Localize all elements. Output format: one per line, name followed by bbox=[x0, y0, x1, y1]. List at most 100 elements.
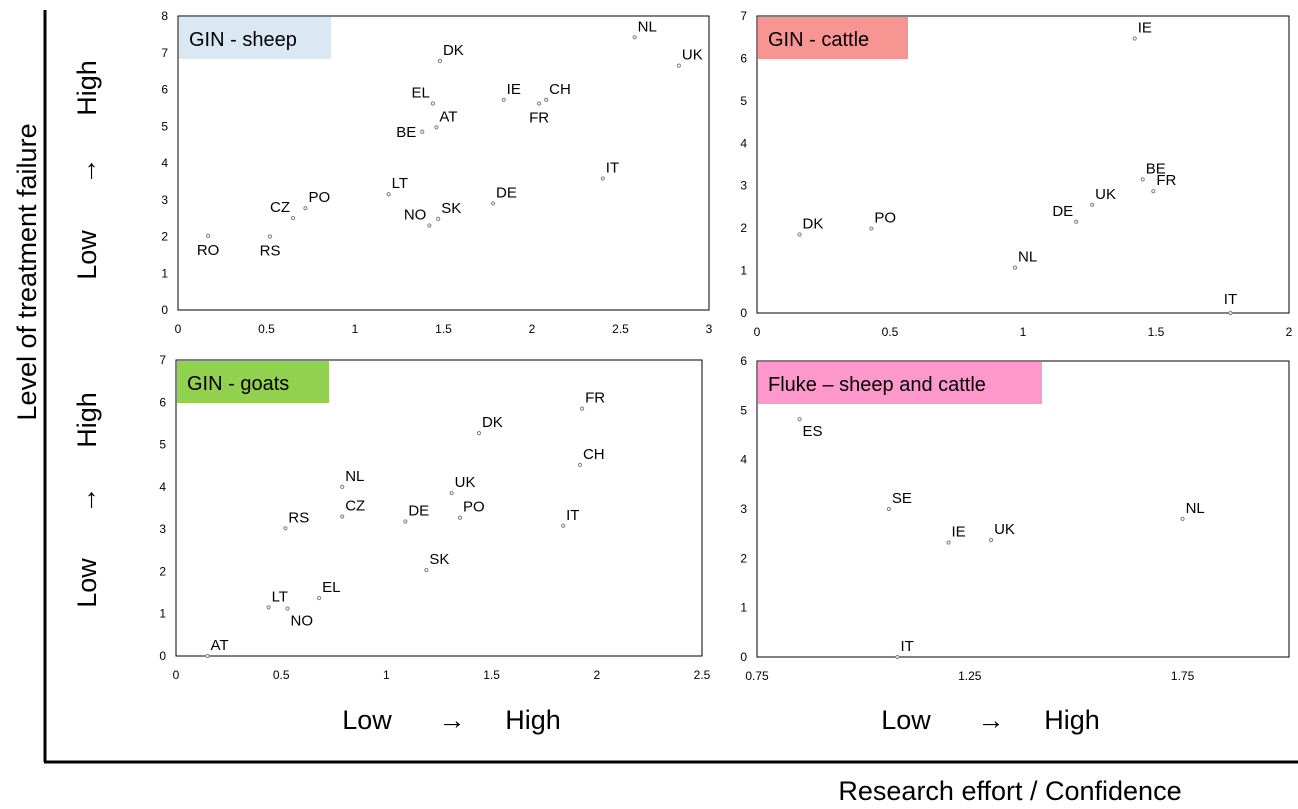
y-tick-label: 1 bbox=[740, 601, 747, 615]
y-tick-label: 1 bbox=[161, 266, 168, 280]
left-bottom-low: Low bbox=[72, 558, 102, 608]
data-label-it: IT bbox=[1224, 291, 1237, 308]
data-point-po bbox=[869, 226, 874, 231]
panel-label-gin-goats: GIN - goats bbox=[187, 373, 289, 395]
x-tick-label: 0 bbox=[754, 325, 761, 339]
data-label-it: IT bbox=[566, 507, 579, 524]
data-point-ie bbox=[1132, 36, 1137, 41]
data-point-be bbox=[420, 129, 425, 134]
x-tick-label: 0.5 bbox=[258, 322, 275, 336]
data-point-de bbox=[1074, 219, 1079, 224]
y-tick-label: 4 bbox=[159, 480, 166, 494]
y-tick-label: 1 bbox=[740, 264, 747, 278]
data-point-el bbox=[430, 101, 435, 106]
x-tick-label: 2 bbox=[529, 322, 536, 336]
data-label-es: ES bbox=[803, 423, 823, 440]
x-tick-label: 1.5 bbox=[1148, 325, 1165, 339]
panel-label-bg-fluke bbox=[758, 362, 1042, 404]
x-tick-label: 2 bbox=[593, 668, 600, 682]
y-tick-label: 5 bbox=[161, 119, 168, 133]
data-label-cz: CZ bbox=[345, 497, 365, 514]
data-point-uk bbox=[676, 63, 682, 68]
x-tick-label: 2.5 bbox=[612, 322, 629, 336]
data-label-po: PO bbox=[463, 499, 485, 516]
data-point-cz bbox=[290, 216, 296, 221]
data-point-nl bbox=[632, 35, 637, 40]
y-tick-label: 0 bbox=[159, 649, 166, 663]
left-bottom-arrow: → bbox=[72, 487, 102, 514]
panel-fluke: Fluke – sheep and cattle 0 1 2 3 4 5 6 0.75 1.25 1… bbox=[740, 354, 1290, 683]
y-tick-label: 2 bbox=[159, 564, 166, 578]
data-point-el bbox=[316, 595, 322, 601]
x-tick-label: 2.5 bbox=[694, 668, 711, 682]
data-label-dk: DK bbox=[482, 414, 503, 431]
data-label-nl: NL bbox=[1186, 500, 1205, 517]
x-tick-label: 0 bbox=[173, 668, 180, 682]
data-label-at: AT bbox=[211, 637, 229, 654]
data-point-ro bbox=[205, 233, 211, 238]
data-label-fr: FR bbox=[585, 390, 605, 407]
y-tick-label: 7 bbox=[159, 353, 166, 367]
x-tick-label: 1 bbox=[352, 322, 359, 336]
data-point-sk bbox=[424, 568, 429, 573]
y-tick-label: 0 bbox=[740, 650, 747, 664]
y-tick-label: 2 bbox=[740, 551, 747, 565]
data-label-sk: SK bbox=[441, 200, 461, 217]
data-label-nl: NL bbox=[638, 18, 657, 35]
panel-gin-sheep: GIN - sheep 0 1 2 3 4 5 6 7 8 0 0.5 1 1.5 2 2.5 3 NL UK DK E… bbox=[161, 9, 712, 336]
data-point-nl bbox=[1012, 265, 1018, 270]
y-tick-label: 0 bbox=[740, 306, 747, 320]
data-point-rs bbox=[267, 234, 273, 239]
data-label-nl: NL bbox=[1018, 249, 1037, 266]
data-point-uk bbox=[1090, 202, 1095, 207]
y-tick-label: 5 bbox=[740, 403, 747, 417]
data-point-uk bbox=[988, 537, 994, 543]
bottom-right-high: High bbox=[1044, 705, 1100, 735]
left-top-high: High bbox=[72, 60, 102, 116]
data-point-it bbox=[1228, 310, 1233, 316]
data-point-at bbox=[205, 653, 210, 659]
panel-label-gin-sheep: GIN - sheep bbox=[189, 29, 297, 51]
x-tick-label: 1.5 bbox=[435, 322, 452, 336]
plot-frame-gin-sheep bbox=[177, 15, 710, 311]
x-tick-label: 3 bbox=[706, 322, 713, 336]
data-label-sk: SK bbox=[429, 551, 449, 568]
panel-label-bg-gin-cattle bbox=[758, 17, 908, 59]
plot-frame-fluke bbox=[756, 360, 1290, 658]
data-point-it bbox=[561, 523, 566, 528]
x-tick-label: 1.75 bbox=[1171, 669, 1195, 683]
data-point-po bbox=[303, 206, 308, 211]
data-point-fr bbox=[536, 101, 542, 106]
data-point-de bbox=[490, 201, 496, 206]
x-axis-title: Research effort / Confidence bbox=[838, 776, 1181, 804]
data-label-de: DE bbox=[496, 184, 517, 201]
y-tick-label: 7 bbox=[161, 46, 168, 60]
data-point-po bbox=[457, 515, 463, 520]
plot-frame-gin-cattle bbox=[756, 15, 1290, 314]
y-tick-label: 6 bbox=[740, 354, 747, 368]
y-tick-label: 6 bbox=[159, 395, 166, 409]
data-label-uk: UK bbox=[1095, 186, 1116, 203]
data-point-no bbox=[285, 606, 290, 611]
data-point-ch bbox=[544, 97, 549, 102]
x-tick-label: 1 bbox=[1020, 325, 1027, 339]
data-label-de: DE bbox=[1052, 203, 1073, 220]
data-label-it: IT bbox=[900, 638, 913, 655]
data-point-lt bbox=[386, 192, 391, 197]
data-point-at bbox=[434, 125, 439, 130]
y-tick-label: 3 bbox=[161, 193, 168, 207]
x-tick-label: 1.25 bbox=[958, 669, 982, 683]
data-point-fr bbox=[1151, 189, 1156, 194]
data-point-es bbox=[797, 417, 802, 422]
x-tick-label: 1.5 bbox=[483, 668, 500, 682]
data-label-ch: CH bbox=[549, 81, 571, 98]
bottom-right-low: Low bbox=[881, 705, 931, 735]
data-label-ie: IE bbox=[952, 524, 966, 541]
data-label-no: NO bbox=[404, 206, 427, 223]
data-label-po: PO bbox=[874, 210, 896, 227]
y-tick-label: 2 bbox=[740, 221, 747, 235]
data-label-fr: FR bbox=[1156, 172, 1176, 189]
data-point-rs bbox=[283, 526, 288, 531]
data-point-nl bbox=[340, 484, 345, 489]
